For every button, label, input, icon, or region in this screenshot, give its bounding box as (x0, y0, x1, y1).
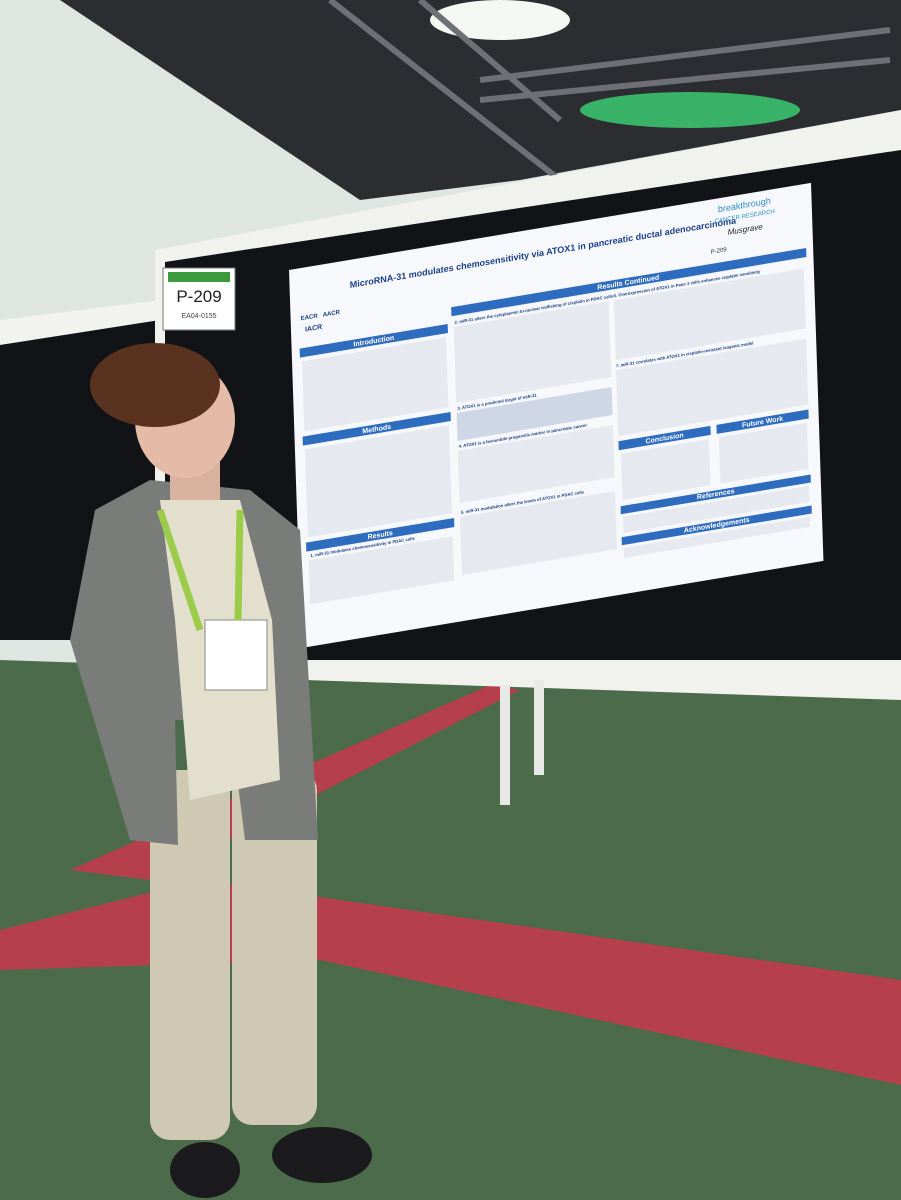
figure-block (304, 425, 452, 538)
spot-light (430, 0, 570, 40)
shoe (272, 1127, 372, 1183)
section-bar (618, 425, 711, 451)
board-label: P-209 EA04-0155 (162, 267, 236, 331)
shoe (170, 1142, 240, 1198)
green-light (580, 92, 800, 128)
board-frame (0, 300, 160, 345)
logo: IACR (305, 324, 322, 334)
section-heading: Results (367, 530, 393, 541)
section-bar (716, 409, 809, 434)
section-bar (621, 505, 812, 546)
section-bar (299, 323, 448, 358)
lanyard (156, 508, 244, 632)
board-number: P-209 (176, 287, 221, 306)
figure-block (453, 301, 612, 403)
poster: MicroRNA-31 modulates chemosensitivity v… (289, 182, 824, 648)
section-bar (620, 474, 811, 515)
section-bar (451, 247, 807, 317)
logo: EACR (301, 313, 319, 322)
trousers (232, 770, 317, 1125)
person (70, 343, 372, 1198)
logo: AACR (323, 310, 341, 319)
label-stripe (168, 272, 230, 282)
text-block (620, 439, 711, 500)
badge (204, 619, 268, 691)
truss (328, 0, 891, 183)
board-code: EA04-0155 (181, 313, 216, 320)
figure-block (308, 536, 455, 605)
section-heading: Methods (362, 424, 391, 436)
figure-block (456, 387, 613, 441)
text-block (623, 516, 811, 558)
board-leg (500, 685, 510, 805)
figure-block (457, 425, 615, 503)
text-block (718, 422, 809, 484)
figure-block (613, 268, 806, 361)
hair (90, 343, 220, 427)
poster-number: P-209 (711, 247, 728, 256)
figure-block (460, 491, 617, 575)
board-leg (534, 680, 544, 775)
text-block (622, 485, 810, 533)
trousers (150, 770, 230, 1140)
figure-block (616, 338, 809, 437)
section-bar (306, 517, 455, 552)
section-bar (302, 411, 451, 446)
text-block (302, 337, 449, 432)
